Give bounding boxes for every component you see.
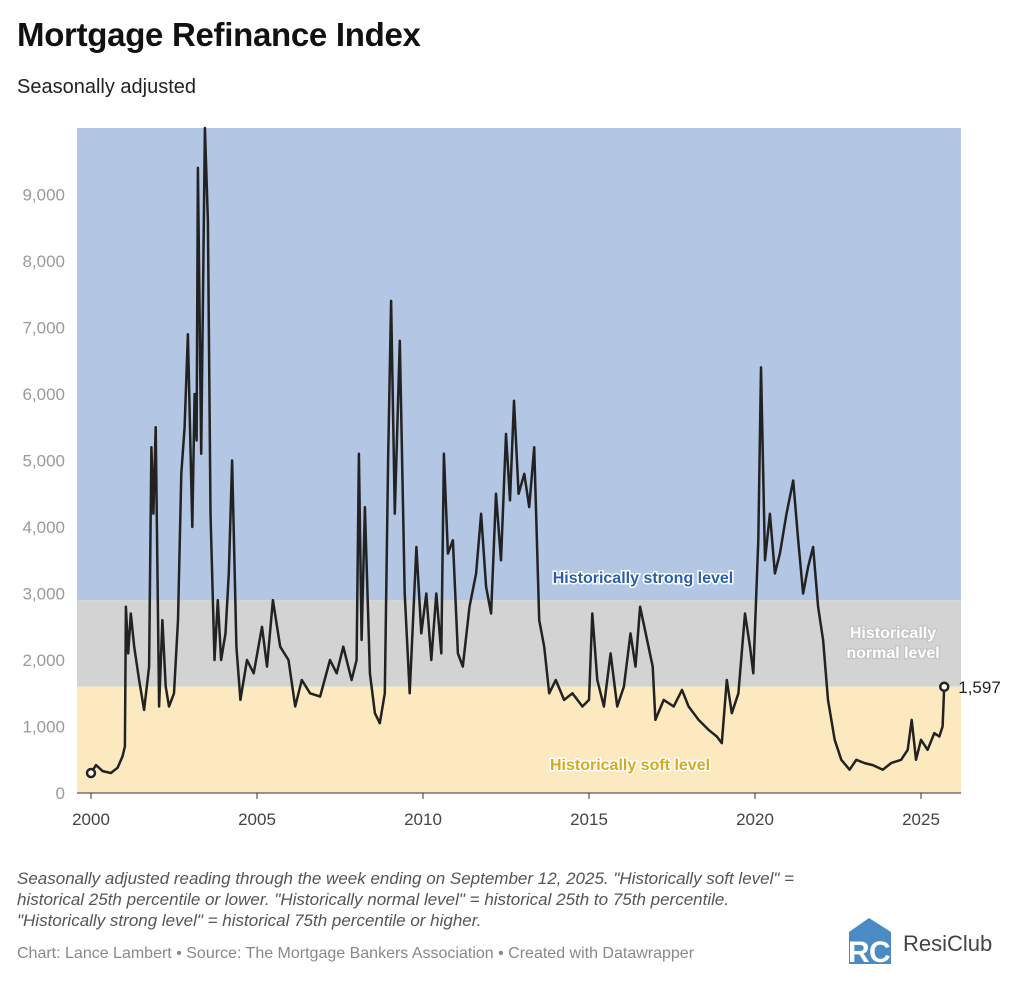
series-line — [89, 126, 946, 775]
x-tick-label: 2000 — [72, 810, 110, 829]
y-tick-label: 0 — [56, 784, 65, 803]
chart-title: Mortgage Refinance Index — [17, 16, 421, 53]
y-tick-label: 4,000 — [22, 518, 65, 537]
chart-subtitle: Seasonally adjusted — [17, 76, 197, 98]
x-tick-label: 2015 — [570, 810, 608, 829]
band-1 — [77, 600, 961, 687]
resiclub-logo: R C ResiClub — [845, 916, 1010, 968]
band-label-soft: Historically soft level — [550, 757, 710, 774]
y-tick-label: 3,000 — [22, 585, 65, 604]
band-label-normal: Historically normal level — [846, 625, 939, 662]
band-0 — [77, 128, 961, 601]
band-2 — [77, 686, 961, 793]
end-point — [938, 681, 950, 693]
y-tick-label: 2,000 — [22, 651, 65, 670]
x-tick-label: 2025 — [902, 810, 940, 829]
x-tick-label: 2010 — [404, 810, 442, 829]
resiclub-logo-icon: R C — [848, 918, 891, 968]
svg-text:R: R — [848, 936, 870, 968]
start-point — [85, 767, 97, 779]
y-tick-label: 6,000 — [22, 385, 65, 404]
svg-text:C: C — [869, 936, 891, 968]
end-value-label: 1,597 — [958, 678, 1001, 697]
y-tick-label: 7,000 — [22, 319, 65, 338]
y-tick-label: 5,000 — [22, 452, 65, 471]
x-tick-label: 2005 — [238, 810, 276, 829]
band-label-strong: Historically strong level — [553, 570, 734, 587]
footnote: Seasonally adjusted reading through the … — [17, 869, 795, 930]
credit-line: Chart: Lance Lambert • Source: The Mortg… — [17, 945, 695, 962]
x-tick-label: 2020 — [736, 810, 774, 829]
line-chart: Historically strong level Historically nor… — [22, 126, 1001, 829]
logo-text: ResiClub — [903, 931, 993, 956]
y-tick-label: 8,000 — [22, 252, 65, 271]
y-tick-label: 1,000 — [22, 718, 65, 737]
y-tick-label: 9,000 — [22, 186, 65, 205]
